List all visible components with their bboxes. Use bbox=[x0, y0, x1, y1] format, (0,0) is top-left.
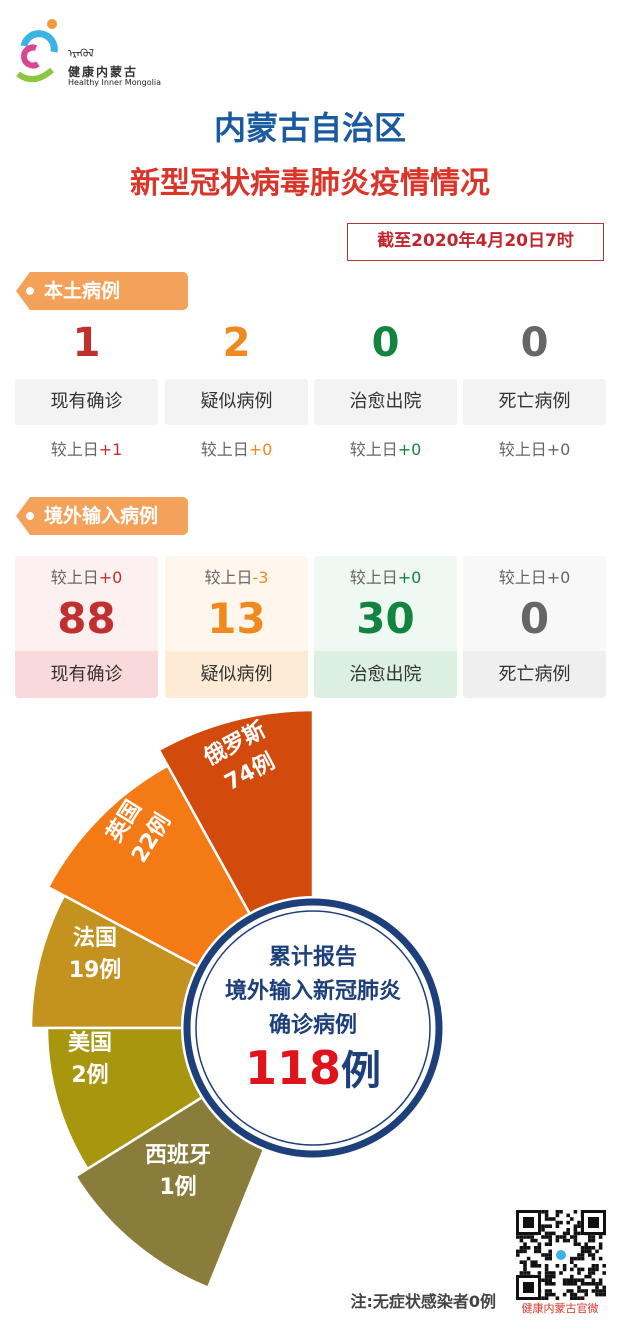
delta-prefix: 较上日 bbox=[349, 568, 398, 587]
local-value: 1 bbox=[72, 320, 101, 366]
delta-value: -3 bbox=[252, 568, 269, 587]
delta-value: +0 bbox=[248, 440, 273, 459]
local-label: 现有确诊 bbox=[15, 379, 158, 425]
delta-prefix: 较上日 bbox=[349, 440, 398, 459]
local-delta: 较上日+0 bbox=[463, 436, 606, 460]
as-of-date: 截至2020年4月20日7时 bbox=[347, 223, 604, 261]
center-line2: 境外输入新冠肺炎 bbox=[225, 978, 401, 1004]
total-unit: 例 bbox=[341, 1048, 381, 1094]
center-circle bbox=[181, 896, 445, 1160]
local-value: 0 bbox=[371, 320, 400, 366]
chart-slice-name: 法国 bbox=[73, 926, 117, 951]
local-delta: 较上日+1 bbox=[15, 436, 158, 460]
chart-slice-name: 美国 bbox=[68, 1030, 112, 1056]
center-line1: 累计报告 bbox=[269, 945, 357, 970]
delta-prefix: 较上日 bbox=[50, 440, 99, 459]
local-value: 2 bbox=[222, 320, 251, 366]
chart-slice-label: 1例 bbox=[159, 1175, 196, 1200]
delta-prefix: 较上日 bbox=[50, 568, 99, 587]
delta-prefix: 较上日 bbox=[498, 568, 547, 587]
local-label: 治愈出院 bbox=[314, 379, 457, 425]
total-value: 118 bbox=[245, 1041, 341, 1095]
logo-mongolian-text: ᠡᠷᠡᠭᠦᠯ bbox=[68, 47, 94, 60]
imported-delta: 较上日+0 bbox=[463, 564, 606, 588]
imported-label: 现有确诊 bbox=[15, 651, 158, 698]
qr-code-icon[interactable] bbox=[516, 1210, 606, 1300]
chart-slice-name: 西班牙 bbox=[145, 1143, 211, 1168]
imported-delta: 较上日+0 bbox=[15, 564, 158, 588]
imported-card: 较上日+0 0 死亡病例 bbox=[463, 556, 606, 698]
imported-value: 0 bbox=[519, 594, 550, 643]
imported-card: 较上日+0 88 现有确诊 bbox=[15, 556, 158, 698]
logo-english-text: Healthy Inner Mongolia bbox=[68, 78, 161, 87]
center-total: 118例 bbox=[245, 1041, 381, 1095]
delta-prefix: 较上日 bbox=[204, 568, 253, 587]
delta-value: +0 bbox=[397, 568, 422, 587]
local-cases-tag: 本土病例 bbox=[16, 272, 188, 310]
delta-value: +0 bbox=[397, 440, 422, 459]
logo-icon bbox=[16, 19, 58, 83]
imported-label: 疑似病例 bbox=[165, 651, 308, 698]
imported-cases-tag: 境外输入病例 bbox=[16, 497, 188, 535]
center-inner-ring bbox=[195, 910, 431, 1146]
delta-prefix: 较上日 bbox=[498, 440, 547, 459]
page-subtitle: 新型冠状病毒肺炎疫情情况 bbox=[130, 166, 490, 201]
delta-prefix: 较上日 bbox=[200, 440, 249, 459]
local-value: 0 bbox=[520, 320, 549, 366]
imported-label: 治愈出院 bbox=[314, 651, 457, 698]
center-ring bbox=[183, 898, 443, 1158]
imported-value: 88 bbox=[57, 594, 116, 643]
delta-value: +0 bbox=[98, 568, 123, 587]
imported-label: 死亡病例 bbox=[463, 651, 606, 698]
chart-slice-label: 2例 bbox=[71, 1063, 108, 1088]
chart-slice-label: 19例 bbox=[69, 958, 122, 983]
imported-delta: 较上日-3 bbox=[165, 564, 308, 588]
asymptomatic-note: 注:无症状感染者0例 bbox=[350, 1292, 496, 1311]
delta-value: +0 bbox=[546, 568, 571, 587]
imported-card: 较上日+0 30 治愈出院 bbox=[314, 556, 457, 698]
imported-delta: 较上日+0 bbox=[314, 564, 457, 588]
imported-value: 13 bbox=[207, 594, 266, 643]
logo-chinese-text: 健康内蒙古 bbox=[68, 65, 139, 79]
qr-caption: 健康内蒙古官微 bbox=[521, 1302, 599, 1315]
delta-value: +0 bbox=[546, 440, 571, 459]
local-label: 疑似病例 bbox=[165, 379, 308, 425]
imported-value: 30 bbox=[356, 594, 415, 643]
delta-value: +1 bbox=[98, 440, 123, 459]
local-label: 死亡病例 bbox=[463, 379, 606, 425]
center-line3: 确诊病例 bbox=[269, 1012, 357, 1038]
local-delta: 较上日+0 bbox=[165, 436, 308, 460]
local-delta: 较上日+0 bbox=[314, 436, 457, 460]
page-title: 内蒙古自治区 bbox=[213, 109, 406, 147]
imported-card: 较上日-3 13 疑似病例 bbox=[165, 556, 308, 698]
